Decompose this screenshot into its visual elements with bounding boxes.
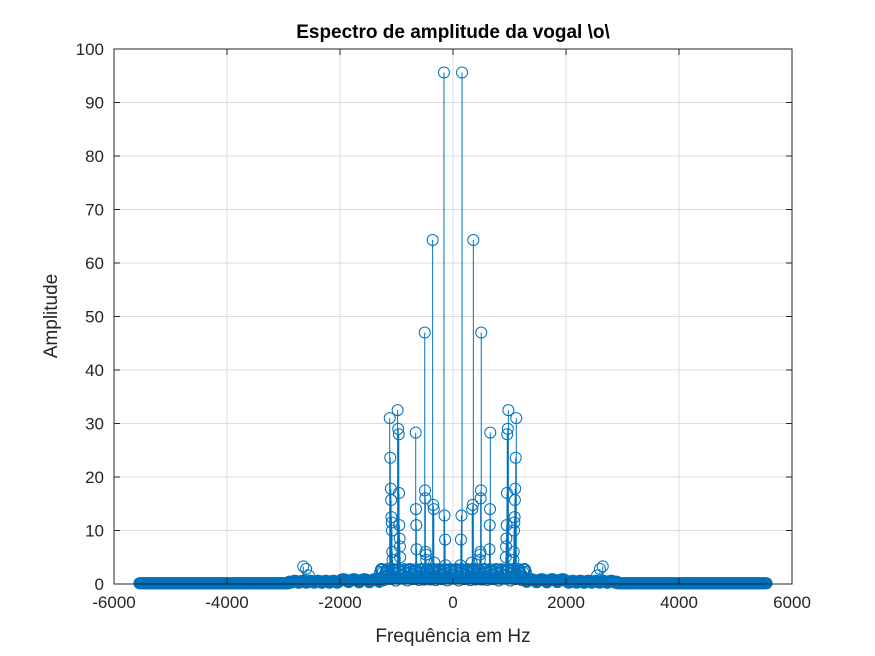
stem-marker <box>393 519 406 532</box>
stem-marker <box>385 494 398 507</box>
stem-marker <box>509 451 522 464</box>
x-axis-label: Frequência em Hz <box>375 626 530 647</box>
stem-marker <box>409 426 422 439</box>
stem-marker <box>438 509 451 522</box>
stem-marker <box>591 569 604 582</box>
y-tick-label: 30 <box>85 415 104 434</box>
stem-marker <box>501 422 514 435</box>
stem-marker <box>419 484 432 497</box>
stem-marker <box>466 498 479 511</box>
stem-marker <box>502 404 515 417</box>
stem-marker <box>377 569 390 582</box>
stem-marker <box>427 503 440 516</box>
stem-marker <box>484 426 497 439</box>
stem-marker <box>596 560 609 573</box>
stem-marker <box>419 492 432 505</box>
stem-marker <box>508 516 521 529</box>
stem-marker <box>465 556 478 569</box>
stem-marker <box>473 553 486 566</box>
stem-marker <box>483 519 496 532</box>
x-tick-label: 4000 <box>660 593 698 612</box>
stem-marker <box>467 233 480 246</box>
stem-marker <box>426 233 439 246</box>
stem-marker <box>410 543 423 556</box>
stem-marker <box>507 545 520 558</box>
stem-marker <box>456 66 469 79</box>
stem-marker <box>454 533 467 546</box>
stem-marker <box>474 545 487 558</box>
stem-marker <box>507 553 520 566</box>
x-tick-label: -6000 <box>92 593 135 612</box>
x-tick-label: -4000 <box>205 593 248 612</box>
y-tick-label: 100 <box>76 40 104 59</box>
stem-marker <box>466 503 479 516</box>
stem-marker <box>384 451 397 464</box>
y-tick-label: 80 <box>85 147 104 166</box>
stem-marker <box>437 66 450 79</box>
stem-marker <box>393 532 406 545</box>
stem-marker <box>418 326 431 339</box>
stem-marker <box>475 326 488 339</box>
x-tick-label: 0 <box>448 593 457 612</box>
x-tick-label: 6000 <box>773 593 811 612</box>
stem-marker <box>510 412 523 425</box>
stem-marker <box>392 428 405 441</box>
x-tick-label: -2000 <box>318 593 361 612</box>
stem-marker <box>508 511 521 524</box>
stem-marker <box>391 404 404 417</box>
y-tick-label: 60 <box>85 254 104 273</box>
stem-marker <box>484 503 497 516</box>
y-tick-label: 40 <box>85 361 104 380</box>
stem-marker <box>385 516 398 529</box>
stem-marker <box>474 492 487 505</box>
stem-marker <box>454 559 467 572</box>
stem-marker <box>300 563 313 576</box>
y-tick-label: 0 <box>95 575 104 594</box>
stem-marker <box>593 563 606 576</box>
stem-marker <box>410 519 423 532</box>
stem-marker <box>386 553 399 566</box>
stem-marker <box>508 524 521 537</box>
stem-marker <box>385 511 398 524</box>
stem-marker <box>509 482 522 495</box>
stem-marker <box>420 553 433 566</box>
y-tick-label: 50 <box>85 308 104 327</box>
chart-title: Espectro de amplitude da vogal \o\ <box>296 22 610 43</box>
stem-marker <box>760 577 773 590</box>
stem-marker <box>394 551 407 564</box>
stem-marker <box>483 543 496 556</box>
stem-marker <box>439 533 452 546</box>
stem-marker <box>500 532 513 545</box>
x-tick-labels: -6000 -4000 -2000 0 2000 4000 6000 <box>92 593 811 612</box>
y-axis-label: Amplitude <box>41 274 62 359</box>
stem-marker <box>302 569 315 582</box>
stem-marker <box>383 412 396 425</box>
stem-marker <box>419 548 432 561</box>
stem-marker <box>393 487 406 500</box>
stem-marker <box>427 498 440 511</box>
stem-marker <box>455 509 468 522</box>
y-tick-label: 20 <box>85 468 104 487</box>
y-tick-labels: 0 10 20 30 40 50 60 70 80 90 100 <box>76 40 104 594</box>
stem-marker <box>409 503 422 516</box>
stem-marker <box>501 428 514 441</box>
x-tick-label: 2000 <box>547 593 585 612</box>
y-tick-label: 10 <box>85 522 104 541</box>
stem-marker <box>439 559 452 572</box>
data-markers <box>133 66 773 590</box>
stem-marker <box>428 556 441 569</box>
y-tick-label: 70 <box>85 201 104 220</box>
stem-marker <box>392 422 405 435</box>
y-tick-label: 90 <box>85 94 104 113</box>
axis-ticks <box>113 48 793 585</box>
stem-marker <box>297 560 310 573</box>
stem-marker <box>474 484 487 497</box>
